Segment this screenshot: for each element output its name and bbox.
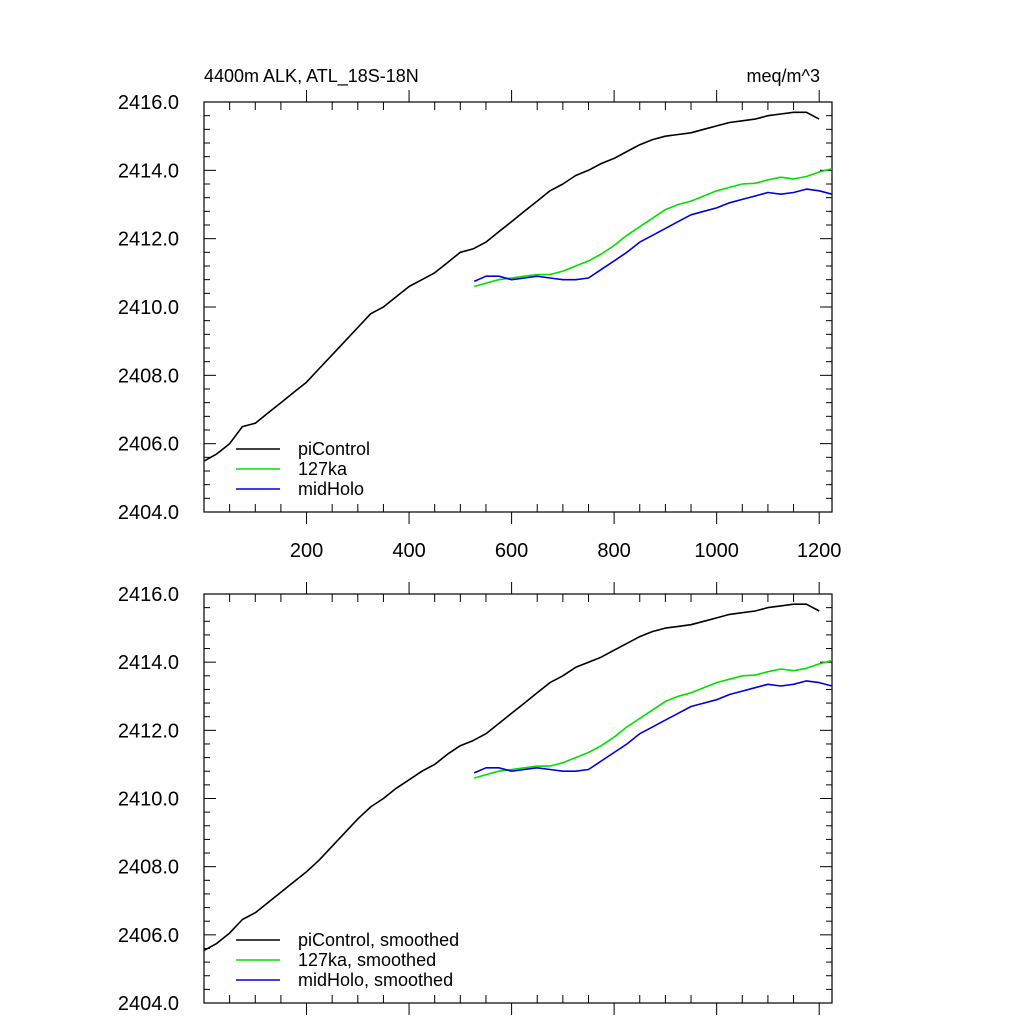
x-tick-label: 1200 bbox=[797, 540, 842, 562]
chart-title: 4400m ALK, ATL_18S-18N bbox=[204, 66, 419, 87]
series-line bbox=[204, 603, 820, 951]
y-tick-label: 2416.0 bbox=[118, 584, 179, 606]
series-line bbox=[204, 111, 820, 462]
legend-label: piControl, smoothed bbox=[298, 930, 459, 950]
y-tick-label: 2406.0 bbox=[118, 434, 179, 456]
y-tick-label: 2410.0 bbox=[118, 789, 179, 811]
y-tick-label: 2408.0 bbox=[118, 857, 179, 879]
series-line bbox=[473, 188, 833, 283]
units-label: meq/m^3 bbox=[747, 66, 820, 86]
legend-label: 127ka bbox=[298, 459, 348, 479]
y-tick-label: 2404.0 bbox=[118, 502, 179, 524]
y-tick-label: 2406.0 bbox=[118, 925, 179, 947]
x-tick-label: 400 bbox=[392, 540, 425, 562]
series-line bbox=[473, 659, 833, 779]
top-panel: 2404.0 2406.0 2408.0 2410.0 2412.0 2414.0 2416… bbox=[118, 90, 842, 562]
y-tick-label: 2412.0 bbox=[118, 720, 179, 742]
legend-label: midHolo, smoothed bbox=[298, 970, 453, 990]
x-tick-label: 600 bbox=[495, 540, 528, 562]
series-line bbox=[473, 680, 833, 774]
legend-label: midHolo bbox=[298, 479, 364, 499]
y-tick-label: 2404.0 bbox=[118, 993, 179, 1015]
x-tick-label: 800 bbox=[597, 540, 630, 562]
legend-label: piControl bbox=[298, 439, 370, 459]
legend-label: 127ka, smoothed bbox=[298, 950, 436, 970]
x-tick-label: 1000 bbox=[694, 540, 739, 562]
y-tick-label: 2414.0 bbox=[118, 652, 179, 674]
y-tick-label: 2410.0 bbox=[118, 297, 179, 319]
y-tick-label: 2414.0 bbox=[118, 160, 179, 182]
y-tick-label: 2416.0 bbox=[118, 92, 179, 114]
y-tick-label: 2408.0 bbox=[118, 365, 179, 387]
bottom-panel: 2404.0 2406.0 2408.0 2410.0 2412.0 2414.0 2416… bbox=[118, 582, 833, 1015]
series-line bbox=[473, 167, 833, 288]
x-tick-label: 200 bbox=[290, 540, 323, 562]
y-tick-label: 2412.0 bbox=[118, 229, 179, 251]
